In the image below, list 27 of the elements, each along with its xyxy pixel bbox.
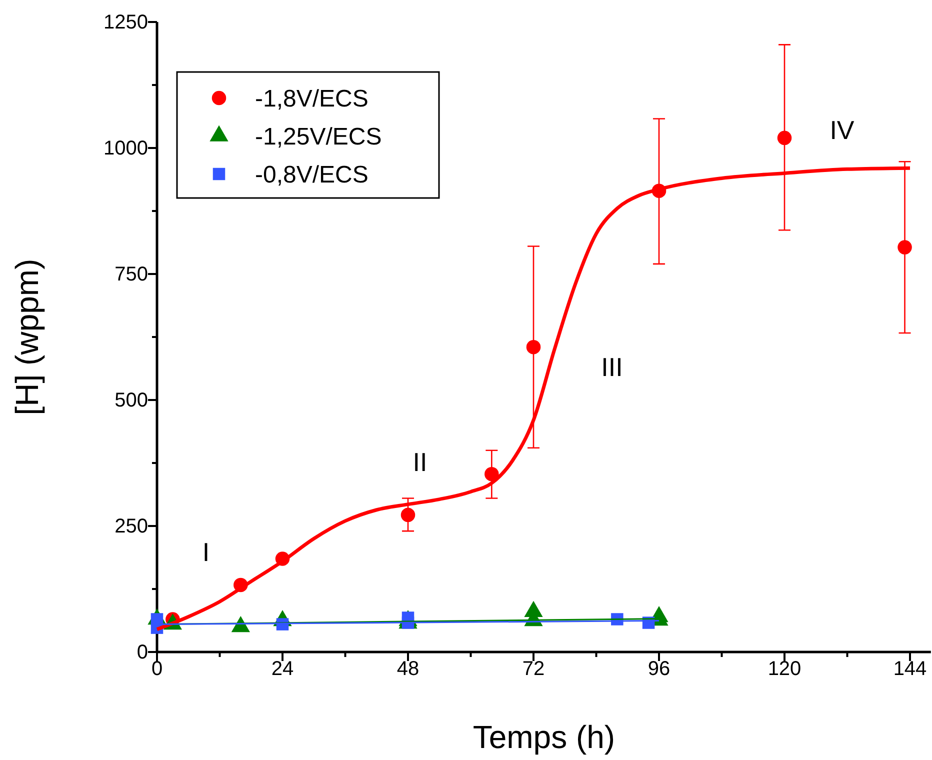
x-tick-label: 48 xyxy=(396,658,420,680)
legend-label: -0,8V/ECS xyxy=(255,161,368,188)
x-tick-label: 0 xyxy=(151,658,163,680)
annotation: IV xyxy=(830,115,855,145)
x-axis-title: Temps (h) xyxy=(472,719,616,755)
y-tick-label: 1250 xyxy=(104,11,148,34)
y-tick-label: 1000 xyxy=(104,137,148,160)
point xyxy=(898,240,912,254)
x-tick-label: 144 xyxy=(893,658,927,680)
point xyxy=(777,130,792,146)
y-tick-label: 750 xyxy=(114,263,148,286)
y-tick-label: 250 xyxy=(114,515,148,538)
legend-label: -1,25V/ECS xyxy=(255,123,382,150)
y-tick-label: 0 xyxy=(136,641,148,664)
legend-label: -1,8V/ECS xyxy=(255,85,368,112)
x-tick-label: 24 xyxy=(271,658,294,680)
annotation: II xyxy=(412,447,428,477)
point xyxy=(526,340,541,354)
x-tick-label: 120 xyxy=(768,658,802,680)
x-tick-label: 72 xyxy=(522,658,545,680)
annotation: I xyxy=(202,537,210,567)
annotation: III xyxy=(601,352,623,382)
y-tick-label: 500 xyxy=(114,389,148,412)
point xyxy=(484,466,499,482)
point xyxy=(400,508,416,522)
x-tick-label: 96 xyxy=(648,658,670,680)
y-axis-title: [H] (wppm) xyxy=(9,258,45,416)
